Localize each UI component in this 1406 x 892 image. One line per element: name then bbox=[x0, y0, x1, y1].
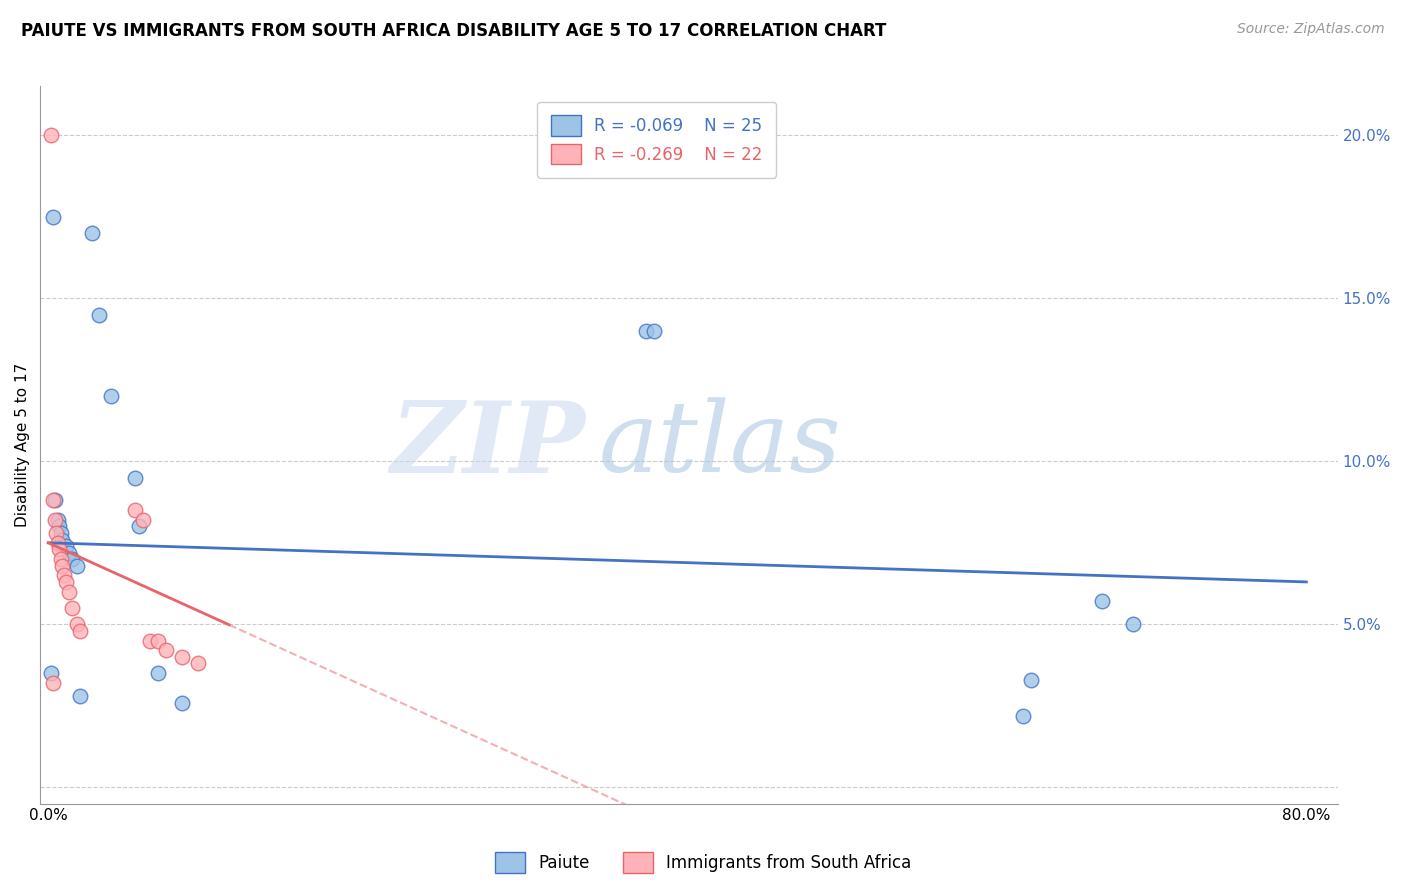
Point bbox=[69, 689, 91, 703]
Point bbox=[46, 513, 69, 527]
Point bbox=[634, 324, 657, 338]
Point bbox=[45, 526, 67, 541]
Point bbox=[65, 558, 87, 573]
Point bbox=[58, 545, 80, 559]
Point bbox=[148, 666, 170, 681]
Point bbox=[58, 584, 80, 599]
Text: Source: ZipAtlas.com: Source: ZipAtlas.com bbox=[1237, 22, 1385, 37]
Text: PAIUTE VS IMMIGRANTS FROM SOUTH AFRICA DISABILITY AGE 5 TO 17 CORRELATION CHART: PAIUTE VS IMMIGRANTS FROM SOUTH AFRICA D… bbox=[21, 22, 886, 40]
Point bbox=[1019, 673, 1042, 687]
Point bbox=[128, 519, 150, 533]
Point bbox=[42, 493, 65, 508]
Point bbox=[44, 493, 66, 508]
Point bbox=[48, 519, 70, 533]
Point bbox=[41, 128, 63, 143]
Point bbox=[44, 513, 66, 527]
Point bbox=[53, 568, 76, 582]
Point bbox=[65, 617, 87, 632]
Point bbox=[124, 470, 146, 484]
Point bbox=[148, 633, 170, 648]
Point bbox=[49, 552, 72, 566]
Point bbox=[48, 542, 70, 557]
Point bbox=[170, 696, 193, 710]
Y-axis label: Disability Age 5 to 17: Disability Age 5 to 17 bbox=[15, 363, 30, 527]
Point bbox=[49, 526, 72, 541]
Point bbox=[1012, 708, 1035, 723]
Point bbox=[87, 308, 110, 322]
Point bbox=[41, 666, 63, 681]
Point bbox=[46, 536, 69, 550]
Point bbox=[100, 389, 122, 403]
Point bbox=[643, 324, 665, 338]
Point bbox=[51, 558, 73, 573]
Point bbox=[42, 210, 65, 224]
Point bbox=[170, 649, 193, 664]
Point bbox=[131, 513, 153, 527]
Point bbox=[69, 624, 91, 638]
Point bbox=[51, 533, 73, 547]
Point bbox=[1091, 594, 1114, 608]
Point bbox=[55, 539, 77, 553]
Point bbox=[1122, 617, 1144, 632]
Point bbox=[155, 643, 177, 657]
Legend: Paiute, Immigrants from South Africa: Paiute, Immigrants from South Africa bbox=[488, 846, 918, 880]
Point bbox=[55, 574, 77, 589]
Legend: R = -0.069    N = 25, R = -0.269    N = 22: R = -0.069 N = 25, R = -0.269 N = 22 bbox=[537, 102, 776, 178]
Point bbox=[42, 676, 65, 690]
Text: atlas: atlas bbox=[599, 397, 841, 492]
Point bbox=[187, 657, 209, 671]
Point bbox=[60, 601, 83, 615]
Point bbox=[82, 226, 104, 240]
Point bbox=[60, 552, 83, 566]
Point bbox=[139, 633, 162, 648]
Point bbox=[124, 503, 146, 517]
Text: ZIP: ZIP bbox=[391, 397, 585, 493]
